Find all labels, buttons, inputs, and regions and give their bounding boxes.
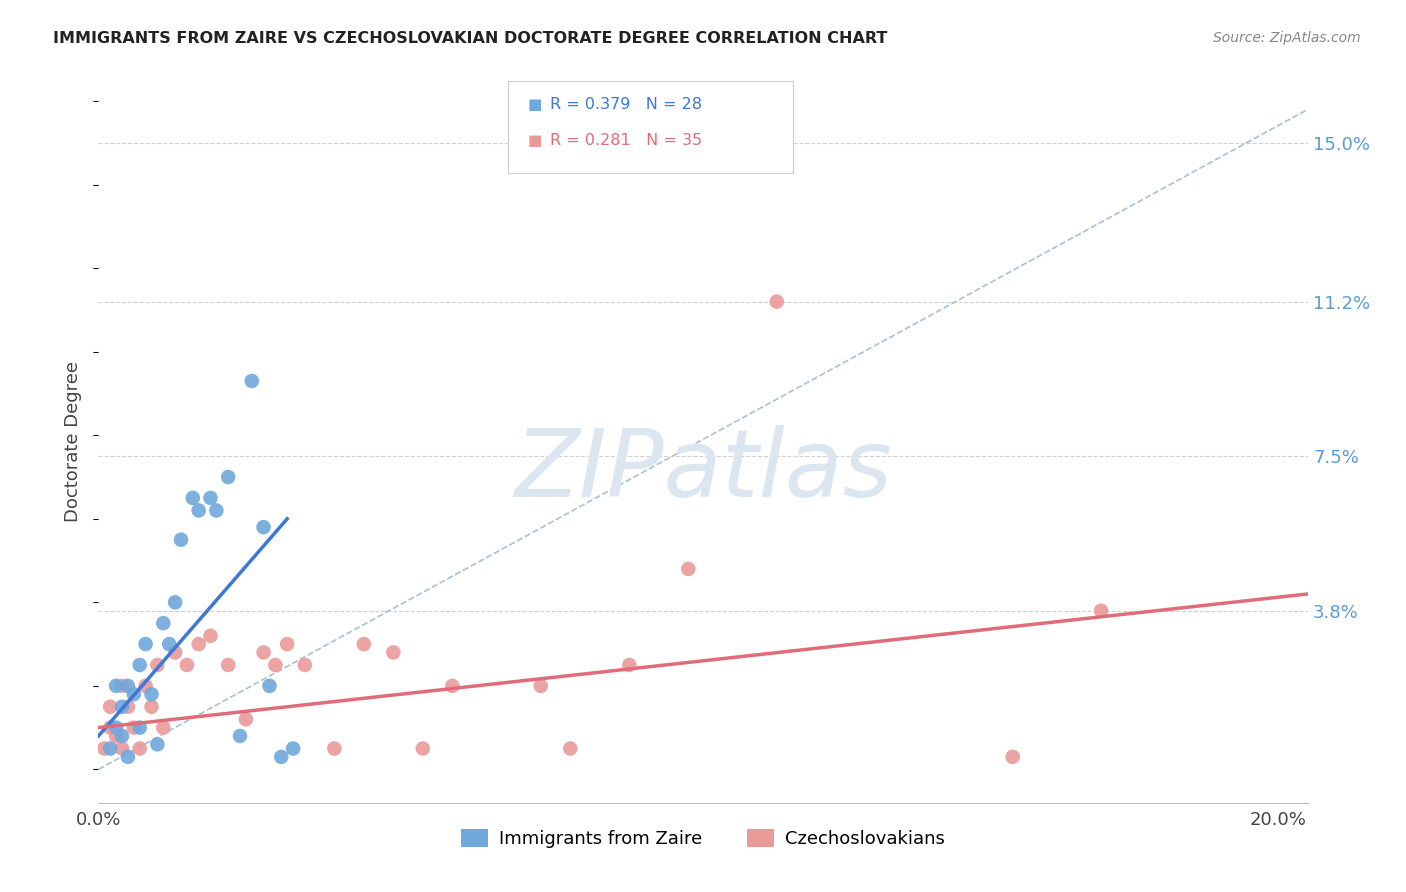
Point	[560, 741, 582, 756]
Point	[93, 741, 115, 756]
Point	[105, 679, 128, 693]
Point	[181, 491, 204, 505]
Point	[165, 595, 187, 609]
Point	[165, 645, 187, 659]
Point	[205, 503, 228, 517]
Point	[264, 657, 287, 672]
Point	[252, 520, 274, 534]
Y-axis label: Doctorate Degree: Doctorate Degree	[65, 361, 83, 522]
Point	[146, 737, 169, 751]
Point	[98, 721, 121, 735]
Point	[217, 657, 239, 672]
Point	[111, 699, 134, 714]
Point	[252, 645, 274, 659]
Text: R = 0.281   N = 35: R = 0.281 N = 35	[550, 133, 702, 147]
Text: Source: ZipAtlas.com: Source: ZipAtlas.com	[1213, 31, 1361, 45]
Point	[157, 637, 180, 651]
Point	[141, 687, 163, 701]
Point	[98, 741, 121, 756]
Point	[276, 637, 298, 651]
Point	[141, 699, 163, 714]
Point	[117, 679, 139, 693]
Point	[200, 491, 222, 505]
Point	[229, 729, 252, 743]
Point	[1090, 604, 1112, 618]
Point	[259, 679, 281, 693]
Point	[270, 749, 292, 764]
Text: IMMIGRANTS FROM ZAIRE VS CZECHOSLOVAKIAN DOCTORATE DEGREE CORRELATION CHART: IMMIGRANTS FROM ZAIRE VS CZECHOSLOVAKIAN…	[53, 31, 887, 46]
Point	[146, 657, 169, 672]
Point	[176, 657, 198, 672]
Text: ZIPatlas: ZIPatlas	[515, 425, 891, 516]
Point	[187, 637, 209, 651]
Point	[135, 679, 157, 693]
Point	[135, 637, 157, 651]
Text: R = 0.379   N = 28: R = 0.379 N = 28	[550, 97, 702, 112]
Point	[530, 679, 553, 693]
Point	[323, 741, 346, 756]
Text: ■: ■	[527, 97, 541, 112]
Point	[117, 749, 139, 764]
Point	[217, 470, 239, 484]
Point	[294, 657, 316, 672]
Point	[281, 741, 304, 756]
Point	[353, 637, 375, 651]
Point	[122, 687, 145, 701]
Point	[111, 679, 134, 693]
Point	[105, 729, 128, 743]
Legend: Immigrants from Zaire, Czechoslovakians: Immigrants from Zaire, Czechoslovakians	[454, 822, 952, 855]
Point	[765, 294, 787, 309]
Point	[382, 645, 405, 659]
Point	[128, 721, 150, 735]
Point	[187, 503, 209, 517]
Text: ■: ■	[527, 133, 541, 147]
Point	[235, 712, 257, 726]
Point	[619, 657, 641, 672]
Point	[152, 616, 174, 631]
Point	[122, 721, 145, 735]
Point	[678, 562, 700, 576]
Point	[98, 699, 121, 714]
Point	[128, 741, 150, 756]
Point	[111, 741, 134, 756]
Point	[441, 679, 464, 693]
Point	[152, 721, 174, 735]
Point	[117, 699, 139, 714]
Point	[128, 657, 150, 672]
Point	[200, 629, 222, 643]
Point	[105, 721, 128, 735]
Point	[111, 729, 134, 743]
Point	[412, 741, 434, 756]
Point	[1001, 749, 1024, 764]
Point	[240, 374, 263, 388]
Point	[170, 533, 193, 547]
